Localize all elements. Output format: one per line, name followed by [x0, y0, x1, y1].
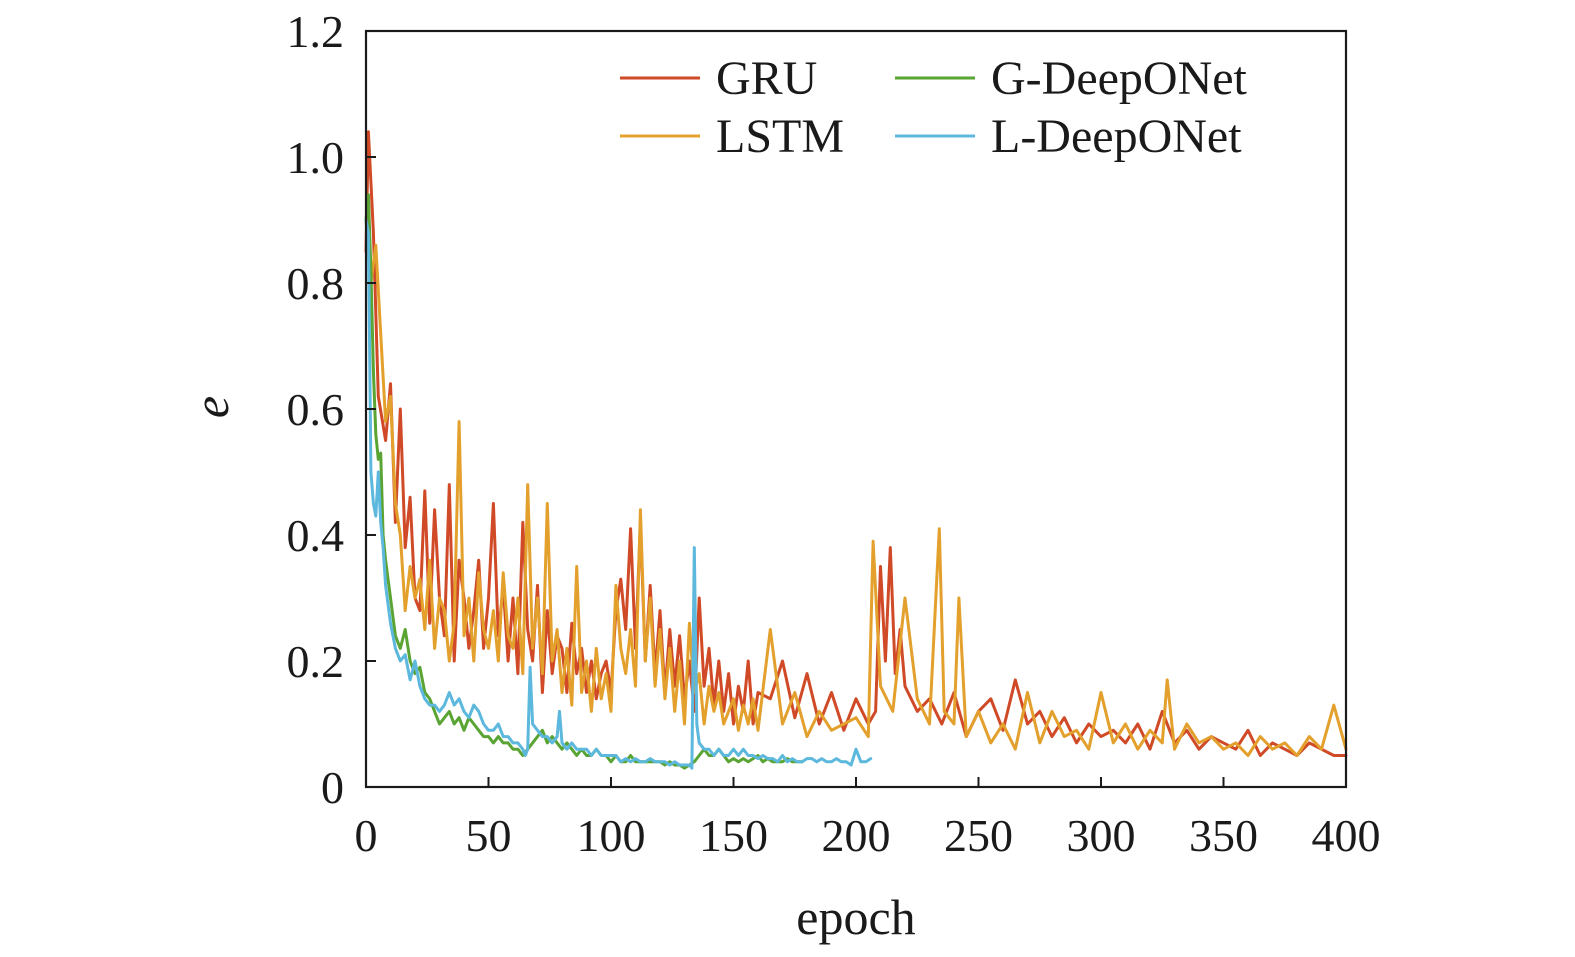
legend-label: G-DeepONet [991, 52, 1248, 105]
x-tick-label: 350 [1189, 810, 1258, 861]
series-line-l-deeponet [364, 218, 873, 770]
legend-item-g-deeponet: G-DeepONet [895, 52, 1248, 105]
x-tick-label: 400 [1312, 810, 1381, 861]
y-tick-label: 0.6 [287, 384, 345, 435]
y-tick-label: 0.4 [287, 510, 345, 561]
legend-label: GRU [716, 52, 817, 105]
x-tick-label: 50 [466, 810, 512, 861]
legend-item-gru: GRU [620, 52, 817, 105]
x-tick-label: 300 [1067, 810, 1136, 861]
legend-item-l-deeponet: L-DeepONet [895, 110, 1242, 163]
y-tick-label: 0 [321, 762, 344, 813]
legend-label: LSTM [716, 110, 844, 163]
y-tick-label: 0.8 [287, 258, 345, 309]
x-tick-label: 200 [822, 810, 891, 861]
x-tick-label: 250 [944, 810, 1013, 861]
series-line-lstm [364, 218, 1348, 757]
y-axis-label: e [183, 396, 239, 418]
series-layer [364, 130, 1348, 770]
series-line-gru [364, 130, 1348, 757]
x-axis-label: epoch [796, 889, 915, 945]
x-tick-label: 0 [355, 810, 378, 861]
x-tick-label: 100 [577, 810, 646, 861]
y-axis-ticks: 0 0.2 0.4 0.6 0.8 1.0 1.2 [287, 6, 376, 813]
y-tick-label: 1.0 [287, 132, 345, 183]
x-axis-ticks: 0 50 100 150 200 250 300 350 400 [355, 777, 1381, 861]
y-tick-label: 1.2 [287, 6, 345, 57]
legend-label: L-DeepONet [991, 110, 1242, 163]
y-tick-label: 0.2 [287, 636, 345, 687]
x-tick-label: 150 [699, 810, 768, 861]
series-line-g-deeponet [364, 193, 804, 770]
legend-item-lstm: LSTM [620, 110, 844, 163]
